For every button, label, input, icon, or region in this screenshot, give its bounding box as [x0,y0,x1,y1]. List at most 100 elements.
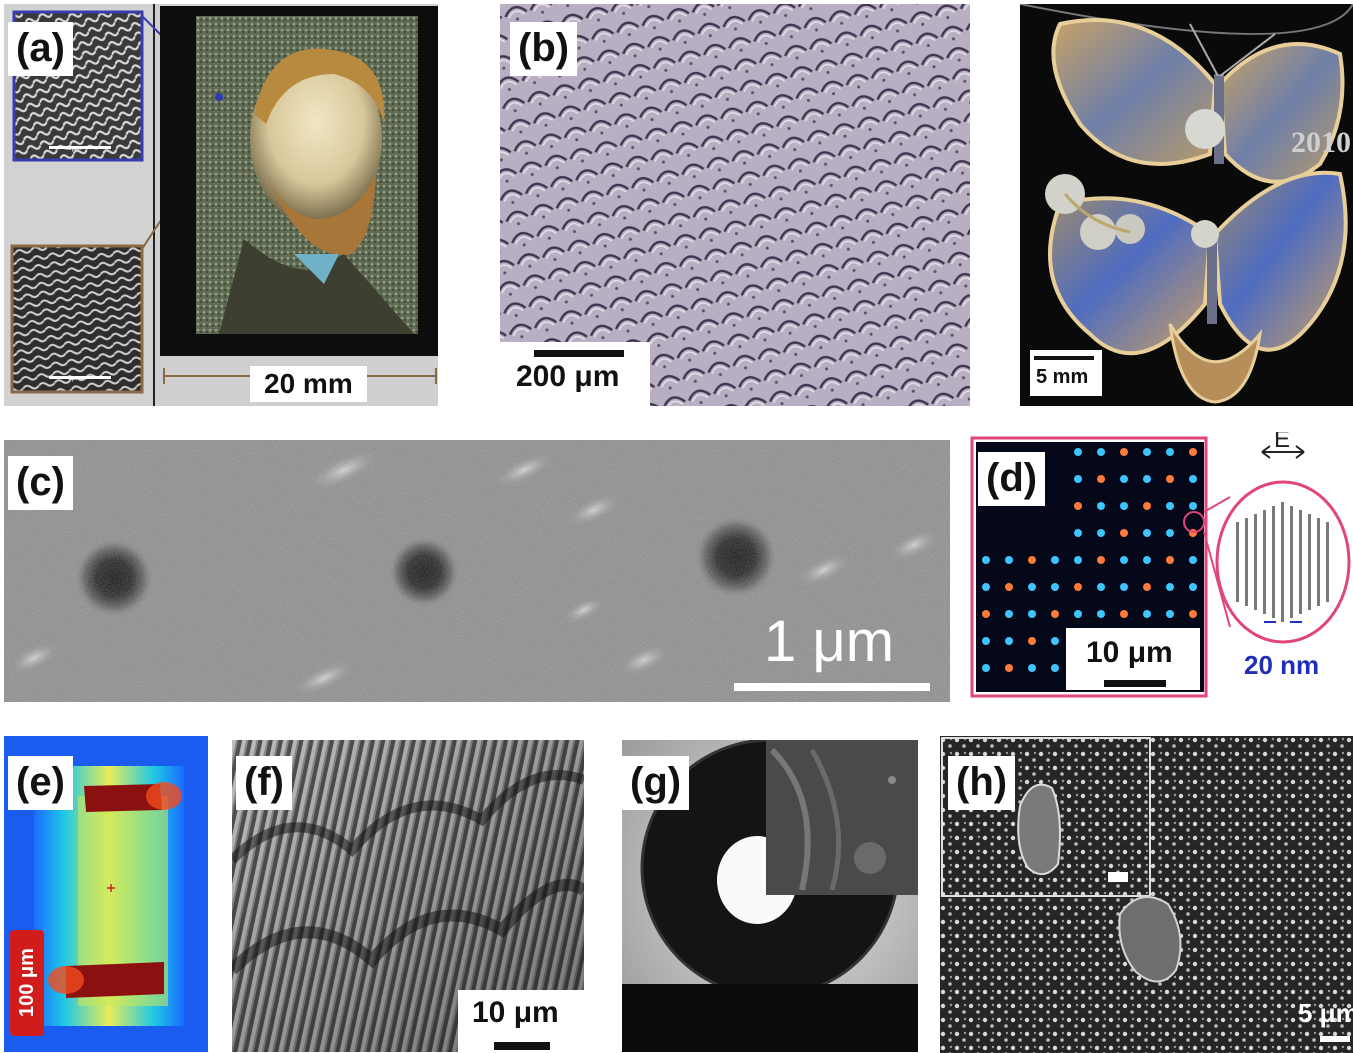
panel-c: (c) 1 μm [4,440,950,702]
nanoantenna-dot [1143,529,1151,537]
nanoantenna-dot [1051,583,1059,591]
panel-d-scale-box [1066,628,1200,690]
nanorod [1236,522,1239,602]
nanoantenna-dot [1051,664,1059,672]
nanoantenna-dot [1166,475,1174,483]
panel-h-scale-label: 5 μm [1298,998,1353,1028]
panel-a-inset-bottom-scale: 5μm [68,375,82,382]
nanoantenna-dot [1166,610,1174,618]
panel-g: (g) [622,740,918,1052]
panel-c-label: (c) [8,456,73,510]
panel-a: (a) 5μm 5μm 20 mm [4,4,438,406]
panel-a-scale-label: 20 mm [250,366,367,402]
nanoantenna-dot [1120,502,1128,510]
panel-f-scale-bar [494,1042,550,1050]
nanorod [1281,502,1284,622]
panel-d: (d) E 10 μm 20 nm [968,432,1353,702]
nanoantenna-dot [1074,502,1082,510]
nanoantenna-dot [1120,475,1128,483]
panel-d-nanorods [1236,502,1329,622]
nanoantenna-dot [982,610,990,618]
panel-g-image [622,740,918,1052]
nanoantenna-dot [1166,556,1174,564]
panel-h: (h) 5 μm [940,736,1353,1053]
nanorod [1326,522,1329,602]
nanoantenna-dot [1074,610,1082,618]
nanoantenna-dot [1120,448,1128,456]
nanorod [1299,510,1302,614]
nanoantenna-dot [1005,583,1013,591]
nanoantenna-dot [1005,637,1013,645]
panel-d-scale-bar [1104,680,1166,687]
butterfly-image [1020,4,1353,404]
nanoantenna-dot [1074,556,1082,564]
nanoantenna-dot [1166,502,1174,510]
nanoantenna-dot [1120,556,1128,564]
panel-e: (e) 100 μm [4,736,208,1052]
nanoantenna-dot [1051,556,1059,564]
nanoantenna-dot [1143,610,1151,618]
nanoantenna-dot [982,556,990,564]
nanoantenna-dot [982,637,990,645]
nanoantenna-dot [1051,610,1059,618]
panel-b-label: (b) [510,22,578,76]
nanoantenna-dot [1166,529,1174,537]
nanoantenna-dot [1028,664,1036,672]
nanorod [1263,510,1266,614]
nanoantenna-dot [1074,583,1082,591]
nanoantenna-dot [1028,556,1036,564]
nanoantenna-dot [1097,556,1105,564]
nanorod [1317,518,1320,606]
nanoantenna-dot [1097,529,1105,537]
nanoantenna-dot [1166,583,1174,591]
nanoantenna-dot [1189,610,1197,618]
panel-f: (f) 10 μm [232,740,584,1052]
nanoantenna-dot [1097,502,1105,510]
nanoantenna-dot [1189,475,1197,483]
panel-c-scale-label: 1 μm [764,609,895,674]
panel-f-label: (f) [236,756,292,810]
butterfly-scale-label: 5 mm [1036,366,1089,388]
panel-g-label: (g) [622,756,690,810]
nanorod [1272,506,1275,618]
panel-e-label: (e) [8,756,73,810]
panel-f-scale-box [458,990,584,1052]
panel-b-scale-bar [534,350,624,357]
panel-c-image [4,440,950,702]
nanorod [1245,518,1248,606]
nanoantenna-dot [1097,448,1105,456]
panel-d-scale-label: 10 μm [1086,636,1173,669]
nanoantenna-dot [1143,475,1151,483]
nanoantenna-dot [1074,448,1082,456]
nanoantenna-dot [1097,610,1105,618]
nanoantenna-dot [1189,556,1197,564]
panel-d-field-label: E [1274,432,1291,453]
coin-year: 2010 [1291,126,1351,159]
nanorod [1254,514,1257,610]
nanoantenna-dot [1028,583,1036,591]
nanoantenna-dot [1097,583,1105,591]
nanoantenna-dot [1005,610,1013,618]
nanoantenna-dot [1143,556,1151,564]
nanoantenna-dot [1189,448,1197,456]
panel-d-label: (d) [978,452,1046,506]
panel-b: (b) 200 μm [500,4,970,406]
nanoantenna-dot [1143,502,1151,510]
nanoantenna-dot [1166,448,1174,456]
butterfly-scale-bar [1034,356,1094,360]
nanoantenna-dot [1074,475,1082,483]
nanoantenna-dot [1189,583,1197,591]
nanoantenna-dot [1120,529,1128,537]
nanoantenna-dot [1143,448,1151,456]
nanoantenna-dot [1028,610,1036,618]
panel-e-image [4,736,208,1052]
nanoantenna-dot [1074,529,1082,537]
nanoantenna-dot [1005,556,1013,564]
panel-h-image [940,736,1353,1053]
nanoantenna-dot [1120,583,1128,591]
panel-a-inset-top-scale: 5μm [68,145,82,152]
nanoantenna-dot [982,664,990,672]
nanoantenna-dot [1120,610,1128,618]
panel-e-scale-label: 100 μm [10,930,44,1036]
nanoantenna-dot [1028,637,1036,645]
